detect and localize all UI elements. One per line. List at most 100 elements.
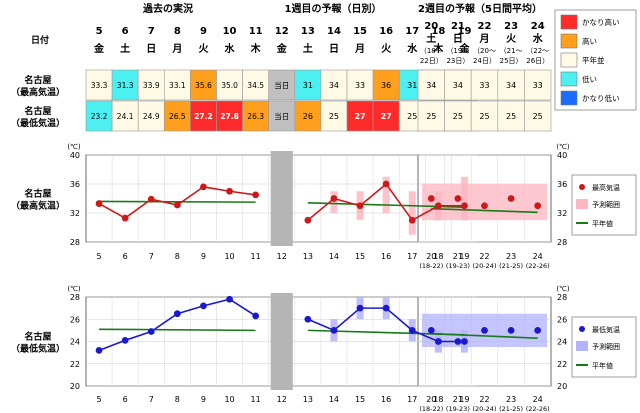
table-cell	[524, 69, 552, 101]
chart-title-2: （最高気温）	[11, 200, 65, 212]
table-value: 25	[479, 112, 489, 121]
table-value: 25	[453, 112, 463, 121]
period-range-end: 25日）	[500, 57, 523, 65]
table-value: 26.3	[247, 112, 264, 121]
table-cell	[137, 100, 165, 132]
forecast-point	[461, 338, 468, 345]
table-value: 35.0	[221, 81, 238, 90]
week2-point	[481, 202, 488, 210]
table-cell	[372, 69, 400, 101]
legend-label: 最高気温	[592, 183, 620, 192]
table-value: 24.1	[117, 112, 134, 121]
today-label: 当日	[274, 111, 289, 121]
past-header: 過去の実況	[142, 2, 193, 15]
table-value: 27	[354, 112, 365, 121]
table-cell	[444, 100, 472, 132]
week2-header: 2週目の予報（5日間平均）	[418, 2, 542, 15]
weekday: 木	[432, 42, 444, 55]
table-value: 34	[329, 81, 339, 90]
period-range-start: （19〜	[446, 47, 469, 55]
table-value: 33	[533, 81, 543, 90]
day-number: 5	[96, 26, 103, 37]
weekday: 月	[354, 43, 365, 55]
chart-title-1: 名古屋	[24, 331, 51, 343]
y-tick-label: 26	[557, 315, 567, 324]
x-tick-label: 23	[506, 252, 516, 261]
table-cell	[346, 69, 374, 101]
table-cell	[190, 100, 217, 132]
period-range-end: 26日）	[526, 57, 549, 65]
day-number: 6	[122, 26, 129, 37]
observed-point	[173, 310, 181, 318]
observed-point	[200, 183, 207, 191]
x-tick-label: 12	[277, 395, 287, 404]
weekday: 金	[93, 42, 105, 55]
observed-point	[252, 312, 260, 320]
x-tick-label: 21	[453, 252, 463, 261]
y-unit-left: (℃)	[67, 143, 81, 151]
x-tick-label: 24	[533, 252, 543, 261]
table-cell	[242, 100, 270, 132]
weekday: 金	[458, 42, 470, 55]
x-tick-label: 17	[407, 395, 417, 404]
y-tick-label: 24	[70, 338, 80, 347]
period-range-start: （22〜	[526, 47, 549, 55]
observed-point	[121, 336, 129, 344]
period-weekday: 土	[426, 32, 436, 45]
y-tick-label: 36	[557, 180, 567, 189]
table-value: 34	[453, 81, 463, 90]
x-tick-label: 21	[453, 395, 463, 404]
x-tick-sublabel: (19-23)	[446, 262, 470, 270]
observed-point	[147, 328, 155, 335]
x-tick-label: 18	[433, 395, 443, 404]
table-cell	[164, 100, 191, 132]
period-range-start: （18〜	[420, 47, 443, 55]
legend-label: 高い	[582, 36, 597, 46]
x-tick-sublabel: (21-25)	[499, 262, 523, 270]
observed-point	[121, 214, 129, 222]
table-cell	[216, 69, 243, 101]
observed-point	[95, 200, 103, 207]
weekday: 日	[146, 43, 156, 55]
forecast-point	[304, 315, 312, 323]
x-tick-sublabel: (20-24)	[473, 405, 497, 413]
table-cell	[294, 100, 322, 132]
observed-point	[173, 201, 181, 209]
period-range-end: 23日）	[446, 57, 469, 65]
x-tick-label: 18	[433, 252, 443, 261]
y-tick-label: 28	[557, 293, 567, 302]
legend-label: 最低気温	[592, 325, 620, 334]
day-number: 9	[200, 26, 207, 37]
x-tick-label: 11	[251, 252, 261, 261]
day-number: 12	[275, 26, 289, 37]
period-day: 21	[451, 21, 465, 32]
legend-label: かなり低い	[582, 93, 620, 103]
table-value: 25	[426, 112, 436, 121]
table-cell	[497, 69, 525, 101]
x-tick-label: 22	[479, 395, 489, 404]
today-cell	[268, 100, 296, 132]
table-value: 33.9	[143, 81, 160, 90]
forecast-point	[408, 216, 416, 224]
period-weekday: 日	[453, 33, 463, 45]
x-tick-label: 20	[426, 252, 436, 261]
normal-line-week2	[431, 332, 538, 339]
forecast-point	[408, 326, 416, 334]
legend-marker	[579, 326, 585, 332]
legend-marker	[579, 184, 585, 190]
y-unit-right: (℃)	[556, 285, 570, 293]
observed-point	[95, 347, 103, 354]
period-day: 23	[504, 21, 518, 32]
week1-header: 1週目の予報（日別）	[285, 2, 382, 15]
x-tick-label: 16	[381, 252, 391, 261]
y-tick-label: 20	[70, 382, 80, 391]
observed-point	[226, 295, 233, 303]
table-cell	[444, 69, 472, 101]
y-tick-label: 22	[70, 360, 80, 369]
weekday: 日	[329, 43, 339, 55]
x-tick-label: 16	[381, 395, 391, 404]
table-value: 25	[533, 112, 543, 121]
weekday: 月	[171, 43, 182, 55]
period-day: 24	[531, 21, 545, 32]
